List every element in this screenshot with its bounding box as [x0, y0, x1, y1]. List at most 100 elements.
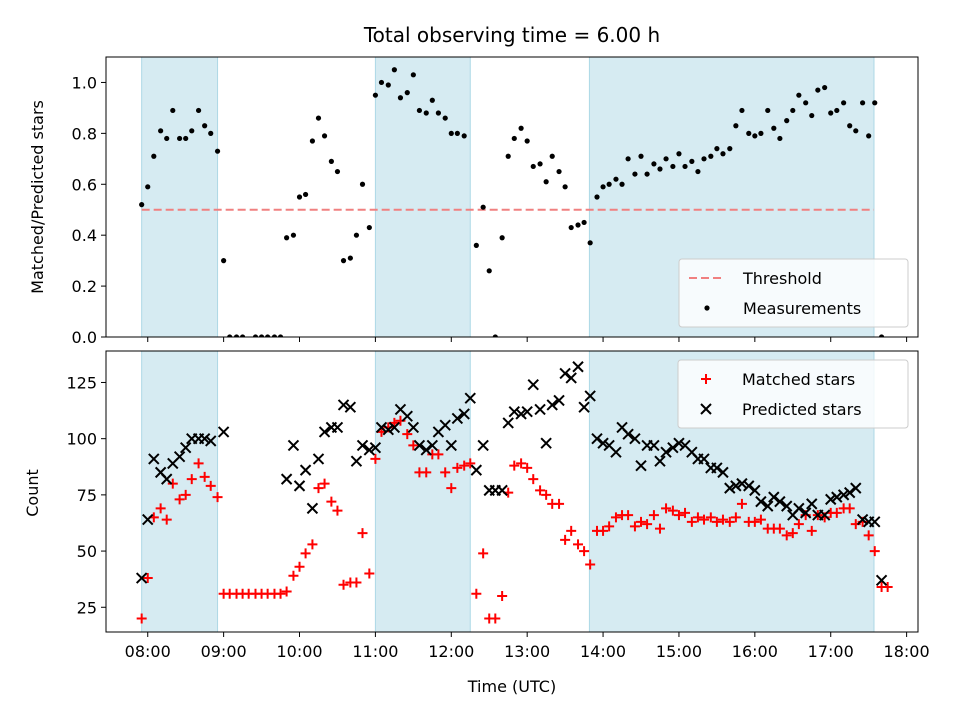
measurement-point: [632, 171, 638, 177]
measurement-point: [543, 179, 549, 185]
predicted-point: [363, 444, 376, 456]
predicted-point: [806, 498, 818, 510]
matched-point: [155, 503, 166, 514]
predicted-point: [610, 446, 622, 458]
measurement-point: [353, 232, 360, 238]
measurement-point: [549, 153, 555, 159]
matched-point: [781, 530, 792, 541]
matched-point: [654, 523, 665, 534]
measurement-point: [777, 135, 783, 142]
measurement-point: [227, 334, 233, 337]
predicted-point: [299, 464, 312, 476]
legend-label: Matched stars: [742, 370, 855, 389]
measurement-point: [834, 107, 840, 114]
measurement-point: [537, 161, 543, 167]
matched-point: [692, 512, 703, 523]
matched-point: [882, 582, 893, 593]
legend-label: Measurements: [743, 299, 861, 318]
predicted-point: [572, 361, 584, 373]
matched-point: [705, 512, 716, 523]
measurement-point: [290, 232, 297, 238]
shaded-interval: [374, 56, 471, 338]
predicted-point: [413, 439, 426, 452]
predicted-point: [622, 428, 634, 440]
matched-point: [711, 516, 722, 527]
measurement-point: [853, 128, 859, 134]
measurement-point: [600, 184, 606, 190]
predicted-point: [331, 421, 344, 434]
matched-point: [516, 458, 527, 469]
measurement-point: [378, 79, 385, 86]
measurement-point: [221, 258, 227, 264]
measurement-point: [480, 204, 486, 210]
matched-point: [579, 546, 590, 557]
shaded-interval: [374, 350, 471, 633]
x-tick-label: 11:00: [352, 642, 398, 661]
measurement-point: [309, 138, 316, 144]
predicted-point: [559, 367, 571, 380]
predicted-point: [781, 500, 793, 512]
x-tick-label: 08:00: [125, 642, 171, 661]
matched-point: [749, 516, 760, 527]
predicted-point: [724, 482, 736, 494]
matched-point: [554, 498, 565, 509]
y-tick-label: 75: [77, 486, 97, 505]
predicted-point: [280, 473, 293, 485]
predicted-point: [337, 399, 350, 411]
matched-point: [573, 539, 584, 550]
matched-point: [730, 512, 741, 523]
predicted-point: [856, 513, 869, 526]
x-tick-label: 12:00: [428, 642, 474, 661]
predicted-point: [736, 477, 748, 490]
matched-point: [199, 471, 210, 482]
legend-matched-marker: [701, 374, 711, 384]
measurement-point: [214, 148, 221, 154]
predicted-point: [540, 437, 552, 449]
matched-point: [560, 534, 571, 545]
axes-frame: [105, 56, 919, 338]
matched-point: [281, 586, 292, 597]
predicted-point: [565, 372, 577, 384]
measurement-point: [758, 130, 764, 136]
x-tick-label: 15:00: [656, 642, 702, 661]
matched-point: [142, 573, 153, 584]
measurement-point: [739, 107, 745, 114]
top-axes: 0.0 0.2 0.4 0.6 0.8 1.0 Threshold Measurements: [72, 56, 919, 347]
matched-point: [212, 492, 223, 503]
predicted-point: [388, 421, 401, 434]
measurement-point: [208, 130, 214, 136]
measurement-point: [492, 334, 498, 337]
predicted-point: [439, 419, 451, 431]
measurement-point: [568, 224, 574, 231]
matched-point: [332, 505, 343, 516]
predicted-point: [508, 405, 520, 418]
matched-point: [446, 483, 457, 494]
matched-point: [497, 591, 508, 602]
predicted-point: [553, 394, 565, 407]
measurement-point: [505, 153, 511, 159]
predicted-point: [312, 453, 325, 465]
predicted-point: [578, 401, 590, 413]
measurement-point: [638, 153, 644, 159]
matched-point: [806, 525, 817, 536]
x-tick-label: 13:00: [504, 642, 550, 661]
predicted-point: [850, 482, 862, 494]
matched-point: [319, 478, 330, 489]
predicted-point: [546, 399, 558, 411]
x-tick-label: 14:00: [580, 642, 626, 661]
plot-area: [135, 361, 893, 624]
x-tick-label: 09:00: [201, 642, 247, 661]
matched-point: [528, 474, 539, 485]
measurement-point: [164, 135, 170, 142]
measurement-point: [860, 100, 866, 106]
matched-point: [180, 489, 191, 500]
predicted-point: [831, 491, 843, 503]
matched-point: [408, 440, 419, 451]
matched-point: [566, 525, 577, 536]
predicted-point: [161, 473, 173, 485]
predicted-point: [344, 401, 357, 413]
measurement-point: [625, 156, 631, 162]
predicted-point: [635, 459, 647, 472]
matched-point: [667, 505, 678, 516]
matched-point: [673, 510, 684, 521]
